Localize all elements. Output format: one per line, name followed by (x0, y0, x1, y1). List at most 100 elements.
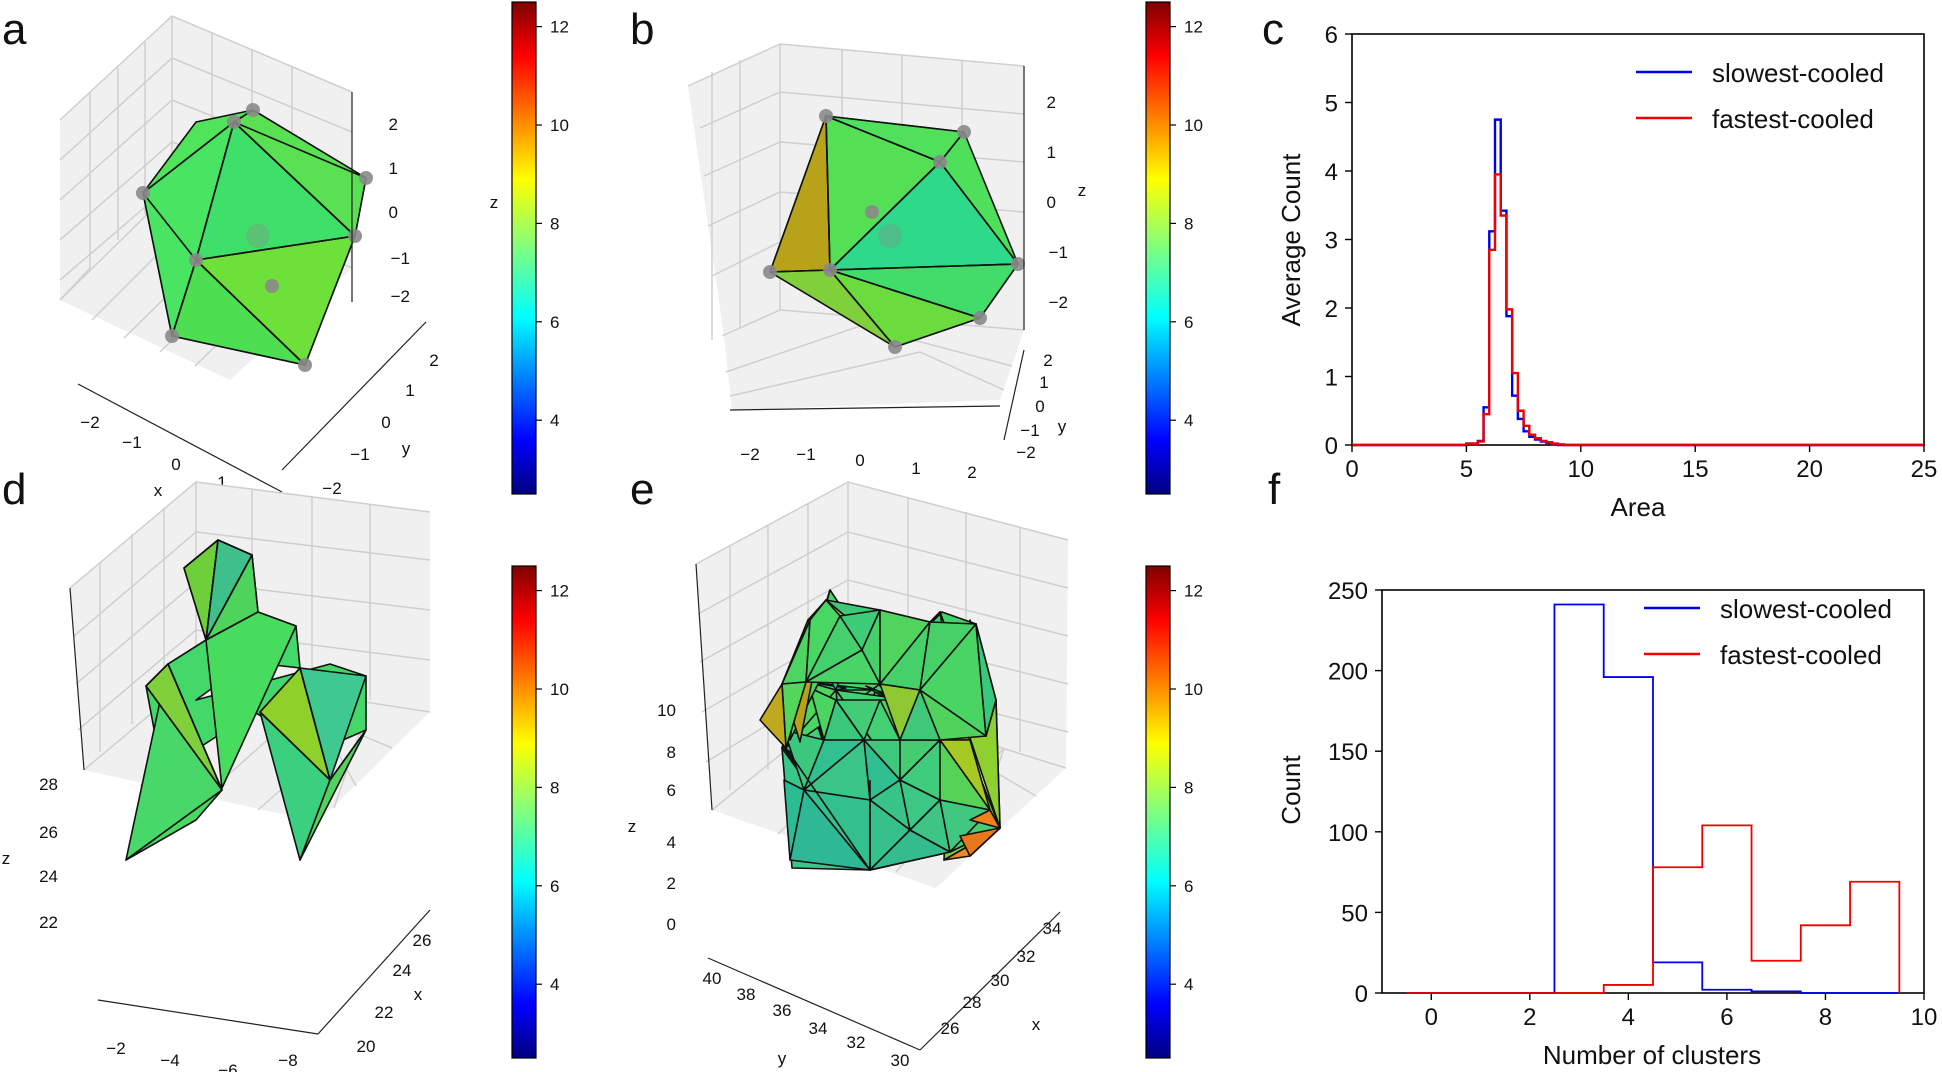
ye-tick-4: 32 (847, 1033, 866, 1052)
panel-e-3d: 0 2 4 6 8 10 z 40 38 36 34 32 30 y 26 28… (628, 481, 1069, 1070)
colorbar-a-ticklabel: 6 (550, 313, 559, 332)
f-ytick-label: 0 (1355, 981, 1368, 1008)
xb-tick-1: −1 (796, 445, 815, 464)
panel-c-legend: slowest-cooled fastest-cooled (1636, 58, 1884, 134)
panel-label-e: e (630, 465, 654, 514)
panel-f-marks (1406, 603, 1901, 994)
c-xtick-label: 5 (1460, 456, 1473, 483)
xd-tick-0: 20 (357, 1037, 376, 1056)
panel-label-c: c (1262, 5, 1284, 54)
panel-b-polyhedron (769, 115, 1019, 348)
ze-label: z (628, 817, 637, 836)
xd-tick-2: 24 (393, 961, 412, 980)
ye-tick-5: 30 (891, 1051, 910, 1070)
yb-tick-4: 2 (1043, 351, 1052, 370)
colorbar-e-ticklabel: 10 (1184, 680, 1203, 699)
c-xtick-label: 20 (1796, 456, 1823, 483)
xe-tick-3: 32 (1017, 947, 1036, 966)
xb-tick-0: −2 (740, 445, 759, 464)
colorbar-d (511, 565, 537, 1059)
yd-tick-1: −4 (160, 1051, 179, 1070)
za-tick-0: −2 (391, 287, 410, 306)
ye-tick-1: 38 (737, 985, 756, 1004)
colorbar-a-ticklabel: 10 (550, 116, 569, 135)
colorbar-a-ticklabel: 8 (550, 214, 559, 233)
ya-tick-3: 1 (405, 381, 414, 400)
c-ytick-label: 1 (1325, 365, 1338, 392)
ze-tick-2: 4 (667, 833, 676, 852)
za-tick-4: 2 (389, 115, 398, 134)
f-xtick-label: 4 (1622, 1004, 1635, 1031)
colorbar-b-ticklabel: 10 (1184, 116, 1203, 135)
ye-tick-3: 34 (809, 1019, 828, 1038)
za-label: z (490, 193, 499, 212)
xe-tick-4: 34 (1043, 919, 1062, 938)
legend-f-label-0: slowest-cooled (1720, 594, 1892, 624)
yd-tick-3: −8 (278, 1051, 297, 1070)
colorbar-e-ticklabel: 6 (1184, 877, 1193, 896)
xb-tick-2: 0 (855, 451, 864, 470)
ze-tick-1: 2 (667, 874, 676, 893)
f-xtick-label: 0 (1425, 1004, 1438, 1031)
legend-c-label-0: slowest-cooled (1712, 58, 1884, 88)
za-tick-1: −1 (391, 249, 410, 268)
colorbar-b-ticklabel: 12 (1184, 18, 1203, 37)
yb-label: y (1058, 417, 1067, 436)
zb-tick-1: −1 (1049, 243, 1068, 262)
xa-tick-3: 1 (217, 473, 226, 492)
xa-tick-2: 0 (171, 455, 180, 474)
colorbar-d-ticklabel: 6 (550, 877, 559, 896)
panel-d-3d: 22 24 26 28 z −2 −4 −6 −8 y 20 22 24 26 … (2, 481, 431, 1072)
zb-label: z (1078, 181, 1087, 200)
c-ytick-label: 6 (1325, 22, 1338, 49)
panel-b-zaxis: −2 −1 0 1 2 z (1023, 66, 1087, 330)
panel-label-d: d (2, 465, 26, 514)
yb-tick-2: 0 (1035, 397, 1044, 416)
colorbar-a (511, 1, 537, 495)
panel-label-f: f (1268, 465, 1281, 514)
xe-label: x (1032, 1015, 1041, 1034)
xe-tick-2: 30 (991, 971, 1010, 990)
f-xtick-label: 10 (1911, 1004, 1938, 1031)
series-fastest-cooled-line (1352, 173, 1924, 447)
panel-b-3d: −2 −1 0 1 2 z −2 −1 0 1 2 x −2 −1 0 1 2 … (687, 43, 1087, 502)
panel-f-xlabel: Number of clusters (1543, 1040, 1761, 1070)
panel-e-top-cluster (759, 599, 997, 749)
panel-d-zaxis: 22 24 26 28 z (2, 587, 85, 932)
ye-tick-2: 36 (773, 1001, 792, 1020)
colorbar-e-ticklabel: 12 (1184, 582, 1203, 601)
zb-tick-3: 1 (1047, 143, 1056, 162)
colorbar-a-ticklabel: 12 (550, 18, 569, 37)
colorbar-b-ticklabel: 8 (1184, 214, 1193, 233)
panel-e-zaxis: 0 2 4 6 8 10 z (628, 563, 713, 934)
yb-tick-0: −2 (1016, 443, 1035, 462)
c-ytick-label: 0 (1325, 433, 1338, 460)
c-xtick-label: 0 (1345, 456, 1358, 483)
xa-tick-0: −2 (80, 413, 99, 432)
c-ytick-label: 5 (1325, 91, 1338, 118)
xa-label: x (154, 481, 163, 500)
panel-label-a: a (2, 5, 27, 54)
series-fastest-cooled-bars (1406, 824, 1901, 994)
panel-c-chart: 0 5 10 15 20 25 0 1 2 3 4 5 6 Area Average Count slo… (1276, 22, 1937, 522)
zd-tick-0: 22 (39, 913, 58, 932)
yb-tick-1: −1 (1020, 421, 1039, 440)
panel-a-3d: −2 −1 0 1 2 z −2 −1 0 1 2 x −2 −1 0 1 2 … (59, 15, 499, 512)
ze-tick-5: 10 (657, 701, 676, 720)
zb-tick-0: −2 (1049, 293, 1068, 312)
legend-f-label-1: fastest-cooled (1720, 640, 1882, 670)
ze-tick-0: 0 (667, 915, 676, 934)
colorbar-e-ticklabel: 8 (1184, 778, 1193, 797)
ya-tick-2: 0 (381, 413, 390, 432)
zd-tick-3: 28 (39, 775, 58, 794)
panel-c-xlabel: Area (1611, 492, 1666, 522)
za-tick-2: 0 (389, 203, 398, 222)
colorbar-d-ticklabel: 8 (550, 778, 559, 797)
panel-a-zaxis: −2 −1 0 1 2 z (351, 92, 499, 306)
legend-c-label-1: fastest-cooled (1712, 104, 1874, 134)
colorbar-b (1145, 1, 1171, 495)
panel-c-ylabel: Average Count (1276, 153, 1306, 327)
panel-b-atoms (763, 109, 1025, 354)
